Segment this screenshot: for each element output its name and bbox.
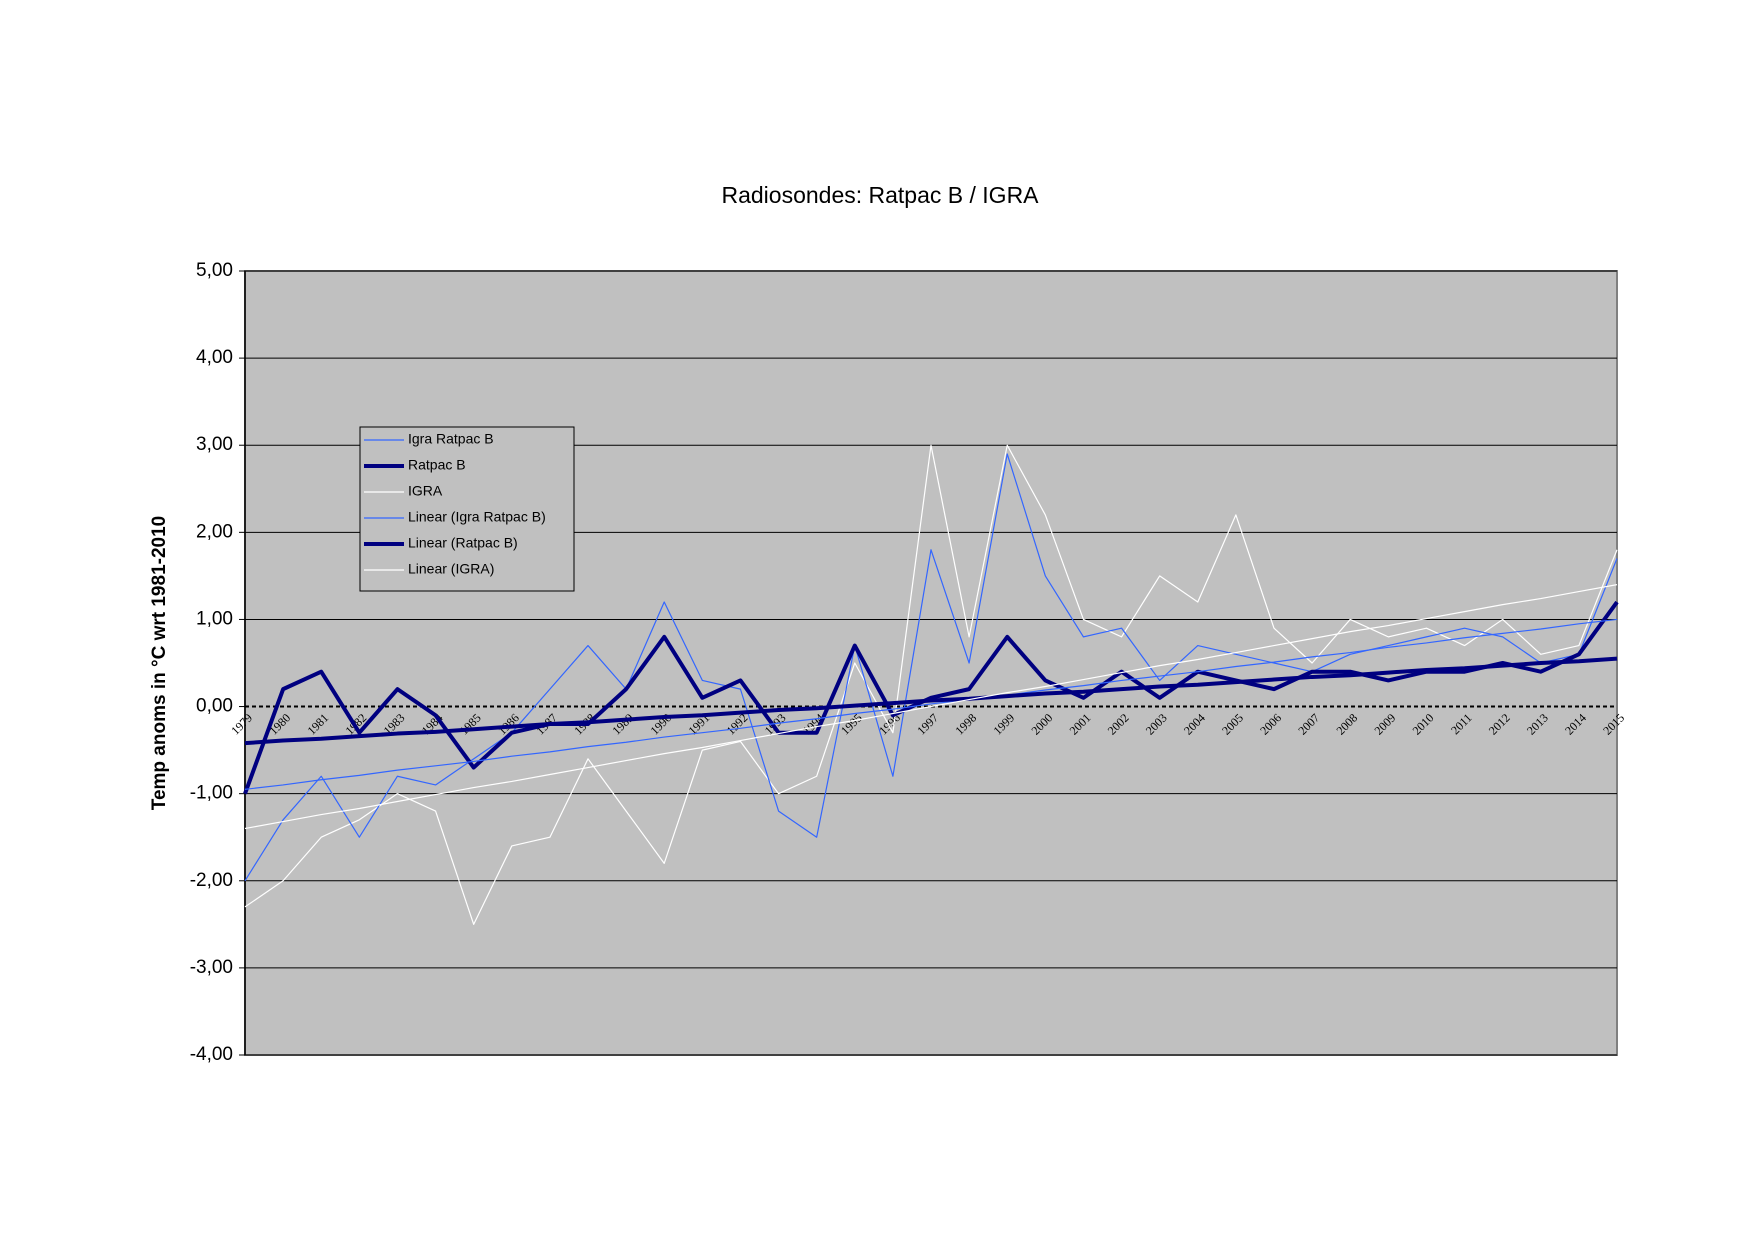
- legend-label: Igra Ratpac B: [408, 431, 494, 447]
- y-tick-label: -2,00: [190, 870, 233, 891]
- series-line: [243, 600, 1619, 795]
- y-tick-label: -4,00: [190, 1044, 233, 1065]
- series-line: [244, 444, 1618, 925]
- y-tick-label: -1,00: [190, 783, 233, 804]
- legend-label: Linear (Igra Ratpac B): [408, 509, 546, 525]
- series-line: [244, 453, 1618, 882]
- legend-label: Linear (IGRA): [408, 561, 494, 577]
- y-tick-label: 5,00: [196, 260, 233, 281]
- y-tick-label: 3,00: [196, 434, 233, 455]
- plot-area: [244, 270, 1618, 1056]
- y-tick-label: 2,00: [196, 521, 233, 542]
- y-axis-label: Temp anoms in °C wrt 1981-2010: [149, 516, 170, 810]
- legend-box: [359, 426, 575, 592]
- legend: Igra Ratpac B Ratpac B IGRA Linear (Igra Ra…: [359, 426, 575, 592]
- y-tick-label: -3,00: [190, 957, 233, 978]
- y-tick-label: 1,00: [196, 608, 233, 629]
- legend-label: IGRA: [408, 483, 443, 499]
- series-line: [244, 618, 1618, 790]
- legend-label: Ratpac B: [408, 457, 466, 473]
- series-line: [244, 584, 1618, 830]
- legend-label: Linear (Ratpac B): [408, 535, 518, 551]
- y-tick-label: 4,00: [196, 347, 233, 368]
- y-tick-label: 0,00: [196, 696, 233, 717]
- series-line: [244, 656, 1618, 746]
- chart-title: Radiosondes: Ratpac B / IGRA: [721, 182, 1039, 208]
